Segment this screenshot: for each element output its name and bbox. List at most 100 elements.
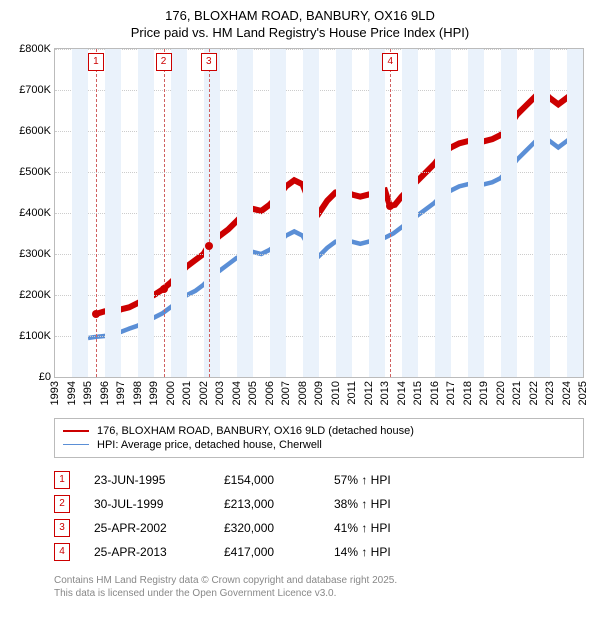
y-tick-label: £400K: [19, 207, 51, 219]
x-tick-label: 2014: [396, 381, 408, 405]
year-shade: [336, 49, 353, 377]
sale-vline: [209, 49, 210, 377]
legend-swatch: [63, 430, 89, 432]
x-tick-label: 2007: [280, 381, 292, 405]
y-tick-label: £800K: [19, 43, 51, 55]
legend-label: 176, BLOXHAM ROAD, BANBURY, OX16 9LD (de…: [97, 425, 414, 437]
x-tick-label: 2019: [478, 381, 490, 405]
x-tick-label: 2005: [247, 381, 259, 405]
sale-marker: 4: [382, 53, 398, 71]
legend-item: 176, BLOXHAM ROAD, BANBURY, OX16 9LD (de…: [63, 424, 575, 438]
x-tick-label: 2006: [264, 381, 276, 405]
year-shade: [72, 49, 89, 377]
x-tick-label: 2012: [363, 381, 375, 405]
year-shade: [270, 49, 287, 377]
x-tick-label: 1999: [148, 381, 160, 405]
title-address: 176, BLOXHAM ROAD, BANBURY, OX16 9LD: [10, 8, 590, 25]
sale-vline: [96, 49, 97, 377]
year-shade: [237, 49, 254, 377]
y-tick-label: £200K: [19, 289, 51, 301]
x-tick-label: 2001: [181, 381, 193, 405]
sale-row-marker: 3: [54, 519, 70, 537]
year-shade: [468, 49, 485, 377]
sale-marker: 1: [88, 53, 104, 71]
x-tick-label: 1993: [49, 381, 61, 405]
y-tick-label: £600K: [19, 125, 51, 137]
sale-row: 4 25-APR-2013£417,00014% ↑ HPI: [54, 540, 590, 564]
sale-row-date: 25-APR-2002: [94, 521, 224, 535]
legend-label: HPI: Average price, detached house, Cher…: [97, 439, 322, 451]
x-tick-label: 2003: [214, 381, 226, 405]
x-tick-label: 1996: [99, 381, 111, 405]
sales-table: 123-JUN-1995£154,00057% ↑ HPI 2 30-JUL-199…: [54, 468, 590, 564]
sale-row-marker: 1: [54, 471, 70, 489]
plot-area: £0£100K£200K£300K£400K£500K£600K£700K£80…: [54, 48, 584, 378]
year-shade: [204, 49, 221, 377]
sale-row-marker: 2: [54, 495, 70, 513]
sale-marker: 2: [156, 53, 172, 71]
x-tick-label: 2016: [429, 381, 441, 405]
year-shade: [534, 49, 551, 377]
x-tick-label: 2000: [165, 381, 177, 405]
year-shade: [402, 49, 419, 377]
sale-vline: [390, 49, 391, 377]
x-tick-label: 2023: [544, 381, 556, 405]
x-tick-label: 2021: [511, 381, 523, 405]
chart-plot-wrap: £0£100K£200K£300K£400K£500K£600K£700K£80…: [54, 48, 584, 378]
title-subtitle: Price paid vs. HM Land Registry's House …: [10, 25, 590, 42]
footer: Contains HM Land Registry data © Crown c…: [54, 574, 590, 600]
y-tick-label: £700K: [19, 84, 51, 96]
x-tick-label: 2009: [313, 381, 325, 405]
sale-point: [160, 285, 168, 293]
sale-vline: [164, 49, 165, 377]
sale-marker: 3: [201, 53, 217, 71]
sale-row-date: 25-APR-2013: [94, 545, 224, 559]
x-tick-label: 2015: [412, 381, 424, 405]
x-tick-label: 2013: [379, 381, 391, 405]
year-shade: [435, 49, 452, 377]
year-shade: [171, 49, 188, 377]
sale-row-marker: 4: [54, 543, 70, 561]
y-tick-label: £100K: [19, 330, 51, 342]
x-tick-label: 2024: [561, 381, 573, 405]
x-tick-label: 2017: [445, 381, 457, 405]
year-shade: [567, 49, 584, 377]
year-shade: [501, 49, 518, 377]
x-tick-label: 2011: [346, 381, 358, 405]
year-shade: [303, 49, 320, 377]
chart-title: 176, BLOXHAM ROAD, BANBURY, OX16 9LD Pri…: [10, 8, 590, 42]
y-tick-label: £500K: [19, 166, 51, 178]
legend: 176, BLOXHAM ROAD, BANBURY, OX16 9LD (de…: [54, 418, 584, 458]
sale-point: [386, 202, 394, 210]
year-shade: [138, 49, 155, 377]
x-tick-label: 1998: [132, 381, 144, 405]
sale-row-price: £417,000: [224, 545, 334, 559]
chart-container: 176, BLOXHAM ROAD, BANBURY, OX16 9LD Pri…: [0, 0, 600, 610]
year-shade: [105, 49, 122, 377]
sale-row: 123-JUN-1995£154,00057% ↑ HPI: [54, 468, 590, 492]
x-tick-label: 1994: [66, 381, 78, 405]
sale-point: [92, 310, 100, 318]
legend-swatch: [63, 444, 89, 445]
sale-row-price: £213,000: [224, 497, 334, 511]
x-tick-label: 2002: [198, 381, 210, 405]
x-tick-label: 2025: [577, 381, 589, 405]
sale-point: [205, 242, 213, 250]
x-tick-label: 2010: [330, 381, 342, 405]
sale-row-pct: 14% ↑ HPI: [334, 545, 391, 559]
sale-row: 3 25-APR-2002£320,00041% ↑ HPI: [54, 516, 590, 540]
footer-line1: Contains HM Land Registry data © Crown c…: [54, 574, 590, 587]
x-tick-label: 1995: [82, 381, 94, 405]
sale-row-pct: 41% ↑ HPI: [334, 521, 391, 535]
x-tick-label: 2018: [462, 381, 474, 405]
sale-row-price: £154,000: [224, 473, 334, 487]
sale-row-price: £320,000: [224, 521, 334, 535]
sale-row-pct: 38% ↑ HPI: [334, 497, 391, 511]
year-shade: [369, 49, 386, 377]
x-tick-label: 2008: [297, 381, 309, 405]
sale-row: 2 30-JUL-1999£213,00038% ↑ HPI: [54, 492, 590, 516]
footer-line2: This data is licensed under the Open Gov…: [54, 587, 590, 600]
sale-row-date: 30-JUL-1999: [94, 497, 224, 511]
x-tick-label: 1997: [115, 381, 127, 405]
y-tick-label: £300K: [19, 248, 51, 260]
